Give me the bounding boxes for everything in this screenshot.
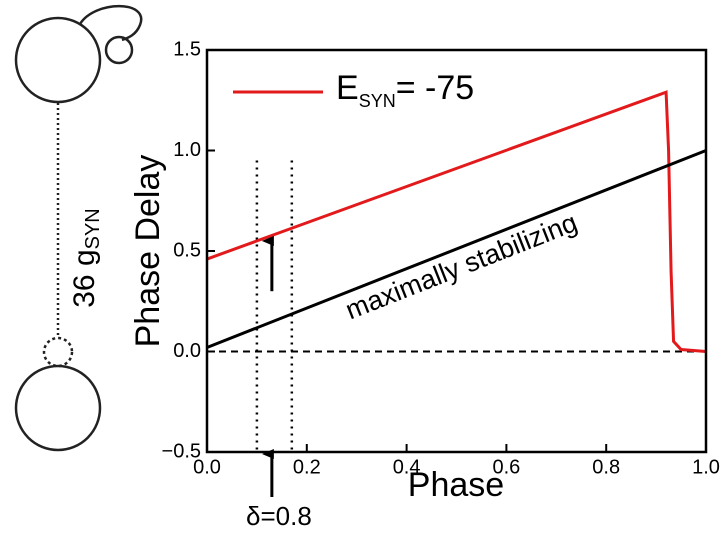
legend-label: ESYN= -75 <box>336 69 474 111</box>
diagram-label-sub: SYN <box>82 208 104 249</box>
line-label: maximally stabilizing <box>341 207 581 325</box>
x-axis-label: Phase <box>408 466 504 504</box>
legend-suffix: = -75 <box>396 69 474 107</box>
y-axis-label: Phase Delay <box>129 155 167 348</box>
cell-top <box>14 16 102 104</box>
x-tick-label: 0.8 <box>592 456 620 478</box>
diagram-label-main: 36 g <box>68 249 101 307</box>
series-line <box>206 90 707 353</box>
diagram-label: 36 gSYN <box>68 208 104 308</box>
legend-main: E <box>336 69 359 107</box>
delta-label: δ=0.8 <box>246 501 312 531</box>
cell-diagram <box>14 4 143 452</box>
y-tick-label: 0.0 <box>173 340 201 362</box>
plot: 0.0 0.2 0.4 0.6 0.8 1.0−0.50.00.51.01.5ESYN= … <box>162 38 720 497</box>
y-tick-label: −0.5 <box>162 440 201 462</box>
legend-sub: SYN <box>359 91 396 111</box>
series-line <box>206 149 707 349</box>
y-tick-label: 0.5 <box>173 239 201 261</box>
y-tick-label: 1.0 <box>173 139 201 161</box>
synapse <box>42 336 74 368</box>
x-tick-label: 0.4 <box>393 456 421 478</box>
x-tick-label: 0.0 <box>193 456 221 478</box>
x-tick-label: 0.2 <box>293 456 321 478</box>
x-tick-label: 0.6 <box>492 456 520 478</box>
cell-bottom <box>14 364 102 452</box>
y-tick-label: 1.5 <box>173 38 201 60</box>
cell-small <box>104 35 134 65</box>
x-tick-label: 1.0 <box>692 456 720 478</box>
neurite <box>78 4 143 42</box>
